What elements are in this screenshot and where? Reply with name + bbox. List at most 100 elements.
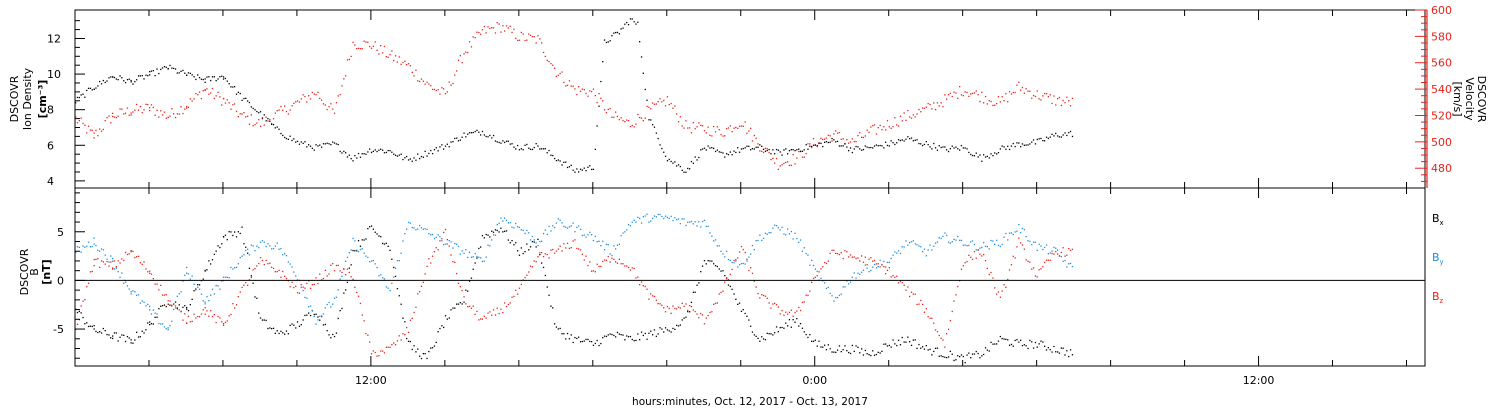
density-point	[622, 27, 624, 29]
bz-point	[217, 315, 219, 318]
velocity-point	[84, 124, 86, 126]
density-point	[180, 70, 182, 72]
velocity-point	[938, 105, 940, 107]
bz-point	[966, 260, 968, 263]
density-point	[799, 150, 802, 152]
density-point	[836, 140, 839, 142]
bx-point	[1034, 341, 1037, 344]
bz-point	[535, 261, 537, 263]
by-point	[648, 221, 650, 223]
bx-point	[435, 341, 437, 344]
by-point	[796, 237, 798, 240]
velocity-point	[627, 120, 630, 122]
by-point	[315, 323, 317, 325]
bx-point	[1042, 341, 1044, 343]
by-point	[422, 228, 424, 230]
bx-point	[762, 338, 765, 340]
bx-point	[193, 290, 195, 292]
density-point	[624, 23, 626, 25]
bx-point	[335, 332, 338, 334]
bz-point	[415, 306, 417, 308]
bz-point	[724, 281, 726, 283]
bx-point	[522, 252, 524, 255]
bz-point	[611, 257, 613, 259]
velocity-point	[637, 113, 639, 116]
bz-point	[470, 307, 473, 309]
by-point	[1042, 248, 1044, 251]
velocity-point	[267, 120, 269, 122]
velocity-point	[396, 61, 399, 63]
velocity-point	[419, 80, 421, 83]
velocity-point	[751, 140, 754, 142]
by-point	[757, 239, 759, 242]
by-point	[319, 315, 321, 317]
bx-point	[259, 317, 262, 319]
velocity-point	[591, 90, 593, 93]
bz-point	[820, 268, 822, 270]
bz-point	[550, 249, 552, 251]
bx-point	[1040, 340, 1042, 342]
density-point	[759, 144, 761, 146]
bz-point	[824, 261, 826, 264]
velocity-point	[951, 95, 953, 98]
density-point	[198, 77, 201, 79]
by-point	[602, 240, 604, 242]
bx-point	[394, 275, 397, 277]
velocity-point	[474, 37, 476, 39]
density-point	[526, 143, 528, 146]
bz-point	[163, 294, 166, 296]
bz-point	[245, 282, 247, 284]
velocity-point	[126, 107, 129, 109]
bz-point	[437, 249, 439, 251]
bx-point	[243, 243, 245, 245]
bz-point	[942, 339, 944, 341]
bz-point	[91, 270, 93, 273]
bz-point	[311, 284, 313, 286]
bx-point	[226, 239, 228, 241]
bx-point	[964, 362, 966, 364]
bx-point	[622, 334, 624, 336]
bx-point	[112, 335, 114, 337]
by-point	[563, 225, 565, 228]
bx-point	[208, 260, 210, 262]
bz-point	[243, 284, 245, 286]
density-point	[128, 78, 130, 80]
velocity-point	[812, 138, 815, 140]
density-point	[870, 146, 872, 149]
velocity-point	[999, 101, 1001, 103]
bz-point	[278, 269, 280, 271]
density-point	[1018, 142, 1020, 144]
bz-point	[208, 315, 210, 317]
bz-point	[602, 260, 604, 263]
bz-point	[195, 317, 197, 319]
bz-point	[1018, 237, 1020, 239]
by-point	[894, 251, 896, 253]
bz-point	[753, 280, 755, 282]
density-tick-label: 6	[47, 139, 54, 152]
bz-point	[1060, 251, 1062, 254]
by-point	[197, 286, 199, 288]
bx-point	[82, 316, 84, 319]
by-point	[907, 244, 909, 246]
legend-by: By	[1432, 251, 1444, 266]
by-point	[149, 309, 151, 311]
density-point	[487, 136, 489, 138]
by-point	[572, 222, 574, 224]
bx-point	[450, 309, 452, 311]
by-point	[787, 228, 789, 230]
bx-point	[197, 284, 199, 286]
bx-point	[504, 230, 506, 232]
bz-point	[957, 285, 959, 288]
density-point	[84, 96, 86, 98]
velocity-point	[104, 120, 106, 122]
density-point	[535, 143, 537, 145]
bz-point	[936, 331, 939, 333]
by-point	[311, 309, 313, 312]
bx-point	[461, 303, 463, 305]
bx-point	[91, 325, 93, 328]
bz-point	[788, 311, 791, 313]
velocity-point	[315, 93, 317, 96]
density-point	[944, 146, 946, 148]
velocity-point	[942, 106, 944, 108]
bz-point	[664, 311, 667, 313]
